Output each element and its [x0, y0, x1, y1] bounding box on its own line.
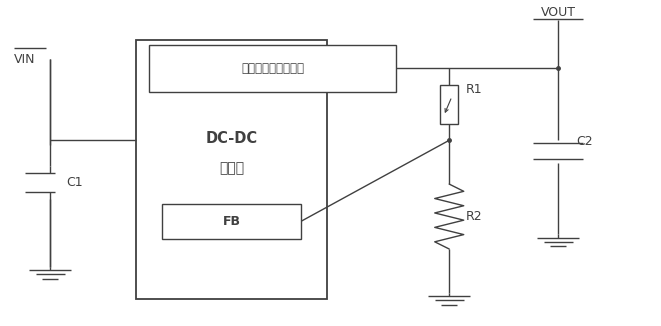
Text: R2: R2 [466, 210, 483, 223]
Text: FB: FB [223, 215, 241, 228]
Text: VIN: VIN [14, 52, 36, 66]
Text: C2: C2 [576, 135, 593, 148]
Bar [163, 203, 301, 239]
Text: C1: C1 [67, 176, 83, 189]
Bar [149, 45, 397, 92]
Text: 控制器: 控制器 [219, 161, 244, 175]
Bar [136, 40, 327, 299]
Text: DC-DC: DC-DC [206, 131, 258, 146]
Text: R1: R1 [466, 83, 483, 96]
Bar [440, 85, 459, 124]
Text: VOUT: VOUT [541, 6, 576, 19]
Text: 内部驱动或外部驱动: 内部驱动或外部驱动 [241, 62, 304, 75]
